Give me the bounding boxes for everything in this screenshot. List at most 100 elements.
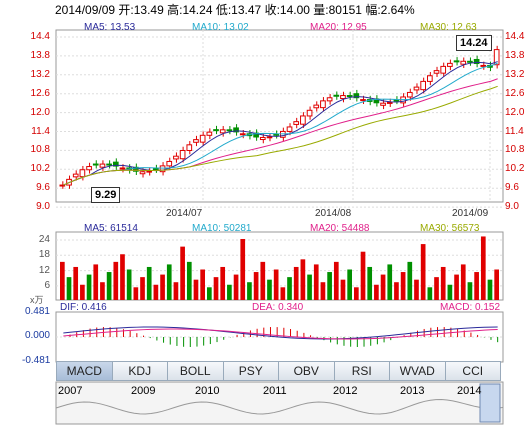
- candle-body: [166, 160, 173, 167]
- volume-bar: [400, 272, 406, 300]
- candle-body: [427, 75, 433, 82]
- volume-bar: [287, 277, 292, 300]
- volume-bar: [233, 274, 239, 300]
- candle-body: [239, 133, 246, 136]
- candle-body: [139, 171, 146, 175]
- volume-tick: 12: [38, 264, 50, 276]
- timeline-year-2011: 2011: [263, 385, 287, 397]
- price-panel-frame: [55, 29, 504, 203]
- macd-tick-top: 0.481: [24, 306, 50, 317]
- tab-boll[interactable]: BOLL: [168, 361, 224, 381]
- volume-bar: [247, 282, 252, 300]
- volume-bar: [60, 261, 65, 300]
- candle-body: [119, 167, 126, 170]
- volume-bar: [193, 279, 199, 300]
- price-tick-left: 14.4: [30, 31, 50, 42]
- volume-bar: [93, 264, 99, 300]
- timeline-year-2014: 2014: [457, 385, 482, 397]
- candle-body: [406, 91, 413, 98]
- ma30-line: [63, 85, 498, 186]
- price-tick-left: 11.4: [31, 125, 50, 137]
- candle-body: [226, 129, 233, 132]
- tab-wvad[interactable]: WVAD: [390, 361, 446, 381]
- volume-bar: [300, 259, 306, 300]
- volume-bar: [367, 266, 373, 300]
- tab-cci[interactable]: CCI: [445, 361, 501, 381]
- candle-body: [86, 166, 92, 171]
- volume-bar: [380, 274, 386, 300]
- candle-body: [360, 99, 366, 102]
- volume-bar: [240, 239, 246, 300]
- tab-obv[interactable]: OBV: [279, 361, 335, 381]
- candle-body: [313, 104, 320, 109]
- candle-body: [99, 163, 106, 168]
- volume-unit: x万: [30, 295, 44, 305]
- quote-summary: 2014/09/09 开:13.49 高:14.24 低:13.47 收:14.…: [55, 1, 415, 18]
- price-tick-right: 9.6: [505, 182, 519, 194]
- volume-bar: [293, 266, 299, 300]
- candle-body: [433, 70, 440, 74]
- volume-bar: [374, 284, 379, 300]
- quote-close: 收:14.00: [264, 3, 310, 17]
- candle-body: [199, 134, 206, 143]
- price-tick-left: 10.8: [30, 144, 50, 156]
- volume-bar: [320, 282, 326, 300]
- tab-macd[interactable]: MACD: [56, 361, 113, 381]
- candle-body: [460, 60, 467, 65]
- timeline-frame: [55, 381, 504, 425]
- volume-bar: [166, 264, 172, 300]
- candle-body: [173, 155, 179, 160]
- volume-bar: [267, 279, 272, 300]
- candle-body: [393, 99, 400, 102]
- volume-bar: [313, 264, 319, 300]
- candle-body: [447, 62, 453, 67]
- volume-bar: [333, 261, 339, 300]
- tab-rsi[interactable]: RSI: [334, 361, 390, 381]
- volume-bar: [407, 261, 413, 300]
- volume-bar: [126, 269, 132, 300]
- volume-bar: [494, 269, 499, 300]
- volume-bar: [173, 282, 179, 300]
- price-tick-right: 13.8: [505, 49, 525, 61]
- candle-body: [306, 109, 313, 117]
- candle-body: [92, 163, 99, 166]
- volume-bar: [327, 272, 332, 300]
- dif-line: [63, 326, 498, 340]
- volume-bar: [427, 287, 433, 300]
- volume-bar: [186, 261, 192, 300]
- candle-body: [146, 170, 153, 173]
- candle-body: [59, 184, 66, 187]
- volume-bar: [80, 284, 85, 300]
- price-tick-left: 13.8: [30, 49, 50, 61]
- macd-tick-zero: 0.000: [24, 330, 50, 341]
- price-ma20-label: MA20: 12.95: [310, 22, 367, 33]
- volume-bar: [213, 277, 219, 300]
- quote-change: 幅:2.64%: [365, 3, 415, 17]
- candle-body: [193, 139, 199, 143]
- candle-body: [420, 80, 426, 91]
- candle-body: [413, 86, 420, 91]
- volume-tick: 18: [38, 249, 50, 261]
- price-tick-right: 11.4: [505, 125, 524, 137]
- volume-tick: 6: [44, 279, 50, 291]
- date-tick-aug: 2014/08: [315, 208, 352, 219]
- price-tick-right: 12.0: [505, 106, 525, 118]
- volume-bar: [100, 282, 105, 300]
- volume-bar: [354, 287, 359, 300]
- price-tick-right: 12.6: [505, 87, 525, 99]
- price-tick-left: 13.2: [30, 68, 50, 80]
- volume-bar: [467, 282, 473, 300]
- price-tick-left: 9.6: [36, 182, 50, 194]
- timeline-year-2013: 2013: [400, 385, 425, 397]
- candle-body: [386, 101, 393, 104]
- price-ma10-label: MA10: 13.02: [192, 22, 249, 33]
- volume-bar: [387, 264, 393, 300]
- tab-psy[interactable]: PSY: [223, 361, 279, 381]
- tab-kdj[interactable]: KDJ: [112, 361, 168, 381]
- volume-bar: [227, 284, 232, 300]
- volume-bar: [394, 282, 399, 300]
- volume-bar: [113, 261, 119, 300]
- candle-body: [79, 169, 86, 178]
- ma10-line: [63, 62, 498, 186]
